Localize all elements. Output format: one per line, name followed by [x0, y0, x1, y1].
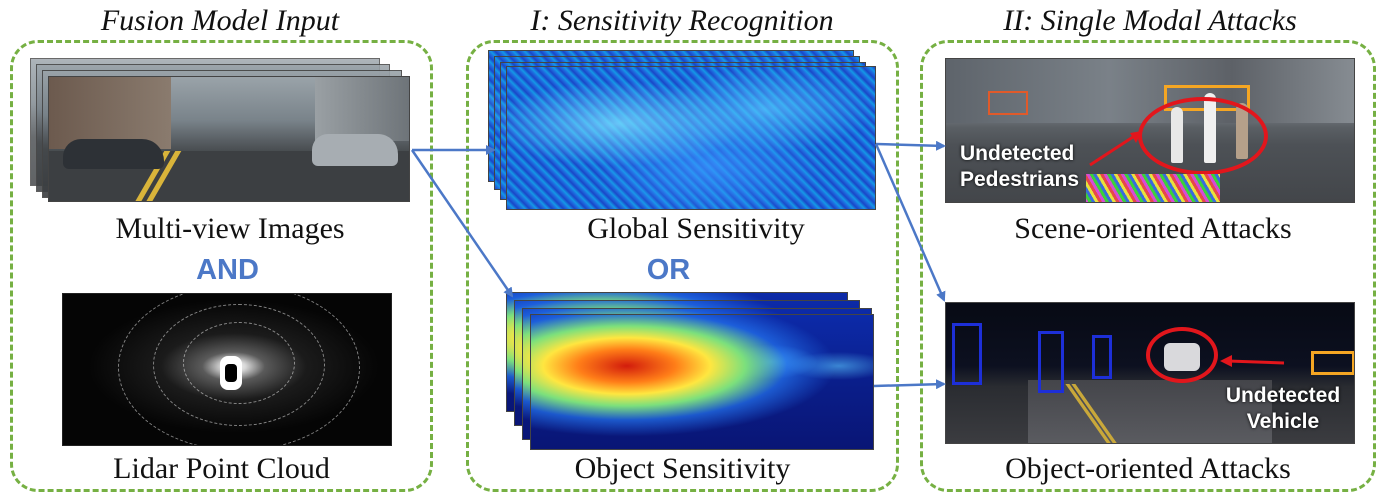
arrow-global-to-scene	[875, 140, 946, 151]
connector-or: OR	[646, 254, 691, 286]
highlight-ring-pedestrians	[1138, 97, 1268, 175]
detection-box-blue-2	[1038, 331, 1064, 393]
label-vehicle-line2: Vehicle	[1246, 410, 1320, 433]
caption-multi-view-images: Multi-view Images	[115, 212, 345, 245]
panel-title-attacks: II: Single Modal Attacks	[1003, 4, 1297, 37]
pointer-arrow-vehicle	[1220, 355, 1285, 367]
arrow-object-to-object-attack	[873, 379, 946, 390]
arrow-global-to-object-attack	[874, 143, 946, 302]
scene-oriented-attack-image: Undetected Pedestrians	[945, 58, 1355, 203]
label-undetected-line1: Undetected	[960, 142, 1075, 165]
detection-box-orange-vehicle	[1311, 351, 1354, 375]
arrow-input-to-object	[410, 149, 514, 298]
panel-title-recognition: I: Sensitivity Recognition	[530, 4, 834, 37]
label-undetected-pedestrians: Undetected Pedestrians	[960, 141, 1079, 193]
adversarial-patch	[1086, 174, 1220, 202]
pointer-arrow-pedestrians	[1089, 131, 1142, 167]
recognition-panel	[466, 40, 899, 492]
panel-title-input: Fusion Model Input	[100, 4, 340, 37]
global-sensitivity-map-front	[506, 66, 876, 210]
label-undetected-line1-vehicle: Undetected	[1225, 384, 1341, 407]
object-sensitivity-map-front	[530, 314, 874, 450]
detection-box-left	[988, 91, 1028, 115]
caption-object-oriented-attacks: Object-oriented Attacks	[1005, 452, 1291, 485]
caption-global-sensitivity: Global Sensitivity	[587, 212, 805, 245]
multi-view-image-front	[48, 76, 410, 202]
attacks-panel	[920, 40, 1376, 492]
label-pedestrians-line2: Pedestrians	[960, 168, 1080, 191]
caption-object-sensitivity: Object Sensitivity	[574, 452, 791, 485]
caption-lidar-point-cloud: Lidar Point Cloud	[113, 452, 330, 485]
detection-box-blue-3	[1092, 335, 1112, 379]
highlight-ring-vehicle	[1146, 327, 1218, 383]
object-oriented-attack-image: Undetected Vehicle	[945, 302, 1355, 444]
label-undetected-vehicle: Undetected Vehicle	[1218, 383, 1348, 435]
caption-scene-oriented-attacks: Scene-oriented Attacks	[1014, 212, 1292, 245]
detection-box-blue-1	[952, 323, 982, 385]
input-panel	[10, 40, 433, 492]
connector-and: AND	[196, 254, 259, 286]
lidar-point-cloud-image	[62, 293, 392, 446]
